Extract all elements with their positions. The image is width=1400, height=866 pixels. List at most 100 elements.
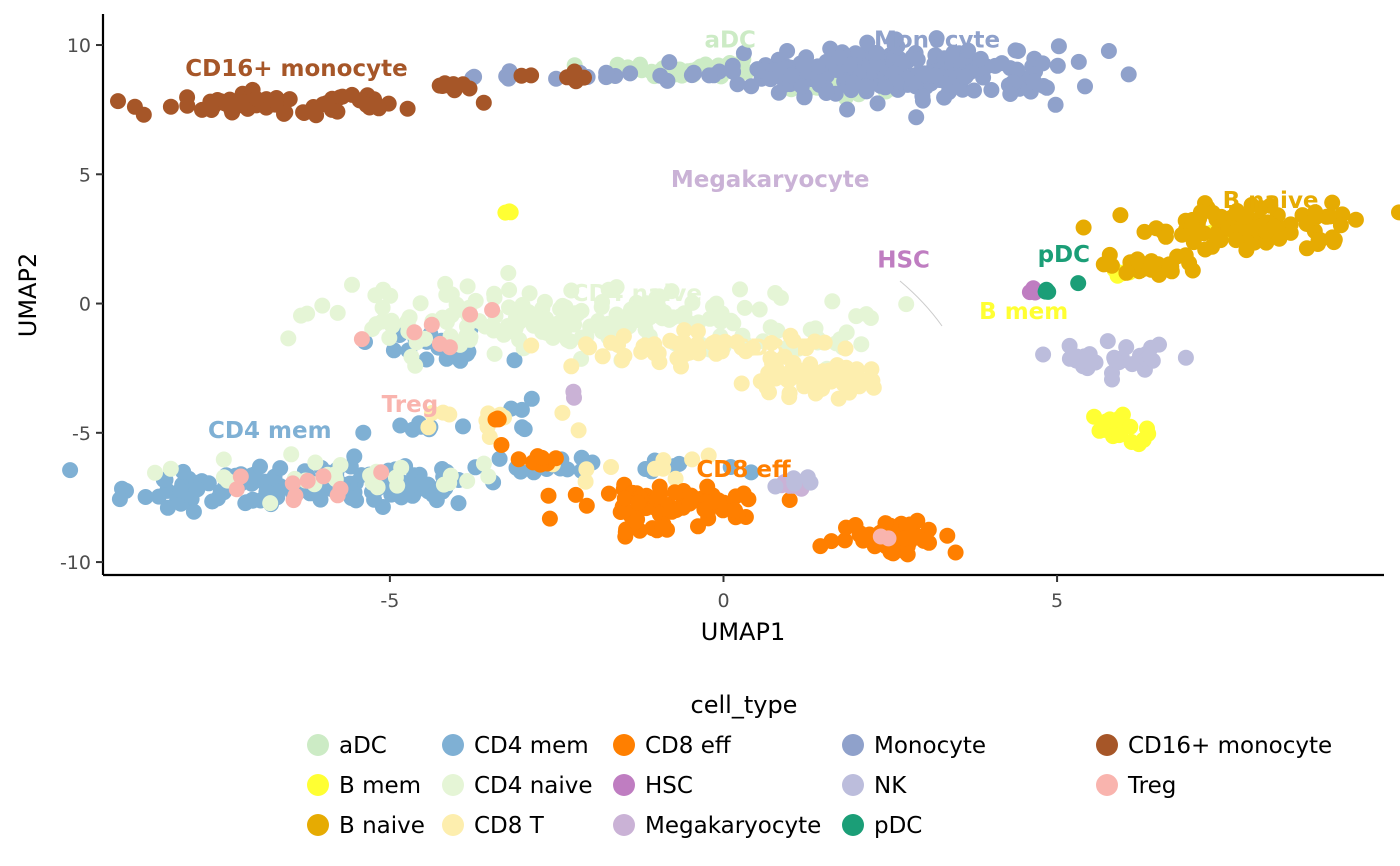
point-cd8-t <box>837 340 854 357</box>
point-monocyte <box>908 109 925 126</box>
point-cd4-mem <box>244 492 261 509</box>
point-nk <box>1099 333 1116 350</box>
point-cd8-t <box>603 459 619 475</box>
legend-key-treg <box>1096 774 1118 796</box>
point-monocyte <box>857 78 874 95</box>
point-cd16plus-monocyte <box>358 96 375 113</box>
point-monocyte <box>943 47 960 64</box>
point-monocyte <box>972 50 989 67</box>
point-monocyte <box>1025 73 1042 90</box>
point-cd4-mem <box>111 491 128 508</box>
point-monocyte <box>928 30 945 47</box>
point-cd8-t <box>633 343 650 360</box>
x-tick-label: 0 <box>717 590 729 612</box>
legend-item-cd4-naive: CD4 naive <box>442 773 593 799</box>
point-cd8-eff <box>600 485 617 502</box>
point-cd8-t <box>577 473 594 490</box>
point-treg <box>462 306 479 323</box>
point-cd8-t <box>662 332 679 349</box>
point-cd8-eff <box>541 510 558 527</box>
legend-item-adc: aDC <box>307 733 387 759</box>
point-cd8-eff <box>547 450 564 467</box>
point-monocyte <box>993 55 1010 72</box>
point-cd8-t <box>851 378 868 395</box>
y-tick-label: 10 <box>67 35 91 57</box>
point-cd4-naive <box>438 286 455 303</box>
point-cd8-t <box>700 447 717 464</box>
point-cd4-naive <box>162 460 179 477</box>
point-monocyte <box>685 65 702 82</box>
point-monocyte <box>839 101 856 118</box>
point-cd8-t <box>650 345 667 362</box>
series-pdc <box>1037 275 1087 300</box>
cluster-label-megakaryocyte: Megakaryocyte <box>671 167 870 193</box>
point-cd4-naive <box>381 329 398 346</box>
point-b-naive <box>1118 264 1135 281</box>
point-cd4-mem <box>272 460 289 477</box>
point-cd8-eff <box>710 492 727 509</box>
cluster-label-b-naive: B naive <box>1223 188 1319 214</box>
point-cd4-mem <box>346 448 363 465</box>
point-b-naive <box>1075 219 1092 236</box>
point-cd8-t <box>570 422 587 439</box>
point-cd8-eff <box>493 437 510 453</box>
point-cd4-naive <box>751 301 768 318</box>
cluster-label-cd16plus-monocyte: CD16+ monocyte <box>185 56 407 82</box>
point-treg <box>315 468 332 485</box>
cluster-label-nk: NK <box>1112 348 1150 374</box>
point-nk <box>1104 365 1120 381</box>
point-cd4-naive <box>848 308 865 325</box>
point-cd4-mem <box>392 417 409 434</box>
point-cd4-mem <box>150 488 167 505</box>
point-cd16plus-monocyte <box>370 100 387 117</box>
point-monocyte <box>1047 96 1064 113</box>
point-monocyte <box>843 82 860 99</box>
point-cd4-naive <box>501 282 518 298</box>
point-cd4-mem <box>512 463 529 480</box>
point-b-naive <box>1238 242 1255 259</box>
point-cd4-mem <box>455 418 471 435</box>
cluster-label-hsc: HSC <box>877 247 930 273</box>
point-monocyte <box>1100 43 1117 59</box>
point-cd16plus-monocyte <box>513 67 530 84</box>
point-cd8-t <box>578 336 594 353</box>
point-monocyte <box>909 51 926 68</box>
point-pdc <box>1038 281 1055 298</box>
point-cd8-t <box>674 335 691 352</box>
point-treg <box>353 331 370 348</box>
point-cd8-eff <box>666 484 683 501</box>
point-cd8-eff <box>616 490 633 507</box>
legend-item-treg: Treg <box>1096 773 1176 799</box>
point-monocyte <box>762 71 779 88</box>
legend-label: HSC <box>645 773 693 799</box>
point-cd8-eff <box>540 487 557 504</box>
point-cd8-eff <box>650 488 667 505</box>
x-axis-title: UMAP1 <box>701 618 785 646</box>
point-cd8-t <box>684 451 701 468</box>
point-b-naive <box>1192 204 1209 221</box>
legend-label: NK <box>874 773 907 799</box>
point-b-mem <box>1123 434 1140 450</box>
point-cd4-naive <box>557 299 574 316</box>
point-cd8-eff <box>735 485 752 502</box>
point-cd4-naive <box>486 289 503 306</box>
point-cd4-naive <box>374 299 391 316</box>
point-cd4-mem <box>159 499 176 516</box>
point-monocyte <box>809 58 826 75</box>
point-cd4-mem <box>252 458 268 475</box>
legend: aDC B mem B naive CD4 mem CD4 naive CD8 T CD8 … <box>307 733 1332 839</box>
legend-key-megakaryocyte <box>613 814 635 836</box>
point-cd8-t <box>481 429 498 445</box>
cluster-label-monocyte: Monocyte <box>874 28 1000 54</box>
point-cd4-naive <box>329 304 346 321</box>
point-cd8-t <box>807 372 824 389</box>
point-nk <box>1138 345 1155 362</box>
point-cd8-t <box>848 361 865 378</box>
y-tick-label: 5 <box>79 164 91 186</box>
point-cd16plus-monocyte <box>566 63 583 80</box>
point-cd4-naive <box>393 459 410 476</box>
point-cd16plus-monocyte <box>162 98 179 115</box>
point-treg <box>423 316 440 333</box>
point-cd4-naive <box>838 324 855 341</box>
point-cd4-naive <box>555 323 572 340</box>
